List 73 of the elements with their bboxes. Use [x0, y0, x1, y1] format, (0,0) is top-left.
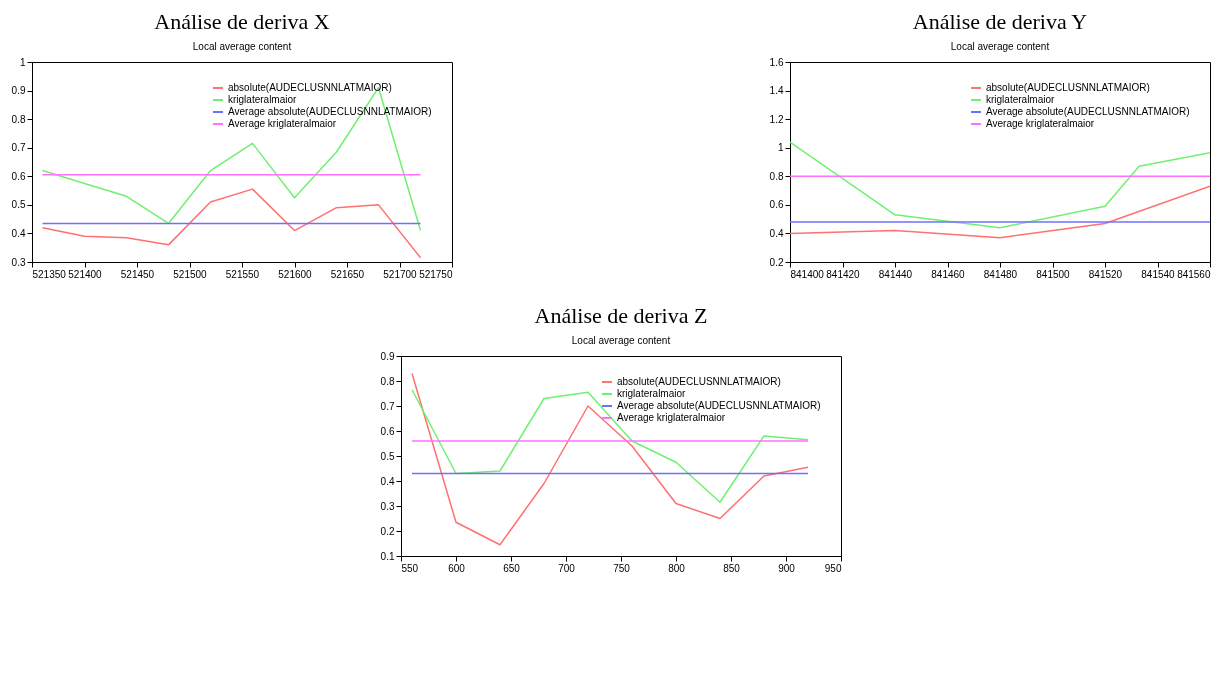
y-tick-label: 0.4 [11, 227, 26, 239]
y-tick-label: 1.2 [769, 113, 784, 125]
legend-label: kriglateralmaior [228, 94, 298, 105]
legend-label: Average kriglateralmaior [228, 118, 337, 129]
x-tick-label: 841520 [1088, 268, 1123, 280]
x-tick-label: 841460 [931, 268, 966, 280]
x-tick-label: 841400 [790, 268, 825, 280]
line-series [790, 185, 1210, 239]
x-tick-label: 521750 [419, 268, 453, 280]
chart-subtitle: Local average content [192, 41, 292, 52]
legend-label: kriglateralmaior [986, 94, 1056, 105]
x-tick-label: 800 [668, 562, 686, 574]
y-tick-label: 0.4 [769, 227, 784, 239]
y-tick-label: 0.2 [380, 525, 395, 537]
y-tick-label: 0.6 [380, 425, 395, 437]
y-tick-label: 0.9 [11, 85, 26, 97]
y-tick-label: 0.4 [380, 475, 395, 487]
x-tick-label: 841420 [826, 268, 861, 280]
legend-label: Average absolute(AUDECLUSNNLATMAIOR) [228, 106, 432, 117]
y-tick-label: 0.7 [380, 400, 395, 412]
y-tick-label: 1.6 [769, 56, 784, 68]
chart-title: Análise de deriva Y [912, 9, 1088, 34]
y-tick-label: 0.5 [380, 450, 395, 462]
x-tick-label: 521600 [278, 268, 313, 280]
x-tick-label: 841560 [1177, 268, 1211, 280]
legend-label: Average kriglateralmaior [986, 118, 1095, 129]
x-tick-label: 841500 [1036, 268, 1071, 280]
x-tick-label: 841540 [1141, 268, 1176, 280]
y-tick-label: 0.3 [11, 256, 26, 268]
y-tick-label: 0.8 [769, 170, 784, 182]
y-tick-label: 1 [777, 142, 784, 154]
chart-title: Análise de deriva X [154, 9, 330, 34]
line-series [41, 188, 422, 259]
x-tick-label: 521400 [68, 268, 103, 280]
legend-label: Average absolute(AUDECLUSNNLATMAIOR) [986, 106, 1190, 117]
x-tick-label: 700 [558, 562, 576, 574]
x-tick-label: 521700 [383, 268, 418, 280]
legend-label: absolute(AUDECLUSNNLATMAIOR) [986, 82, 1150, 93]
x-tick-label: 550 [401, 562, 419, 574]
y-tick-label: 0.6 [769, 199, 784, 211]
x-tick-label: 521450 [120, 268, 155, 280]
x-tick-label: 900 [778, 562, 796, 574]
line-series [790, 141, 1210, 229]
x-tick-label: 750 [613, 562, 631, 574]
y-tick-label: 1.4 [769, 85, 784, 97]
y-tick-label: 0.1 [380, 550, 395, 562]
x-tick-label: 950 [824, 562, 842, 574]
chart-subtitle: Local average content [571, 335, 671, 346]
y-tick-label: 0.9 [380, 350, 395, 362]
x-tick-label: 521500 [173, 268, 208, 280]
x-tick-label: 650 [503, 562, 521, 574]
x-tick-label: 521650 [330, 268, 365, 280]
legend-label: absolute(AUDECLUSNNLATMAIOR) [617, 376, 781, 387]
y-tick-label: 0.8 [11, 113, 26, 125]
legend-label: Average absolute(AUDECLUSNNLATMAIOR) [617, 400, 821, 411]
x-tick-label: 521350 [32, 268, 67, 280]
y-tick-label: 0.5 [11, 199, 26, 211]
y-tick-label: 0.6 [11, 170, 26, 182]
y-tick-label: 0.2 [769, 256, 784, 268]
y-tick-label: 0.3 [380, 500, 395, 512]
x-tick-label: 521550 [225, 268, 260, 280]
x-tick-label: 841480 [983, 268, 1018, 280]
y-tick-label: 1 [19, 56, 26, 68]
x-tick-label: 841440 [878, 268, 913, 280]
legend-label: kriglateralmaior [617, 388, 687, 399]
legend-label: Average kriglateralmaior [617, 412, 726, 423]
x-tick-label: 600 [448, 562, 466, 574]
legend-label: absolute(AUDECLUSNNLATMAIOR) [228, 82, 392, 93]
chart-subtitle: Local average content [950, 41, 1050, 52]
x-tick-label: 850 [723, 562, 741, 574]
y-tick-label: 0.7 [11, 142, 26, 154]
y-tick-label: 0.8 [380, 375, 395, 387]
chart-title: Análise de deriva Z [534, 303, 708, 328]
